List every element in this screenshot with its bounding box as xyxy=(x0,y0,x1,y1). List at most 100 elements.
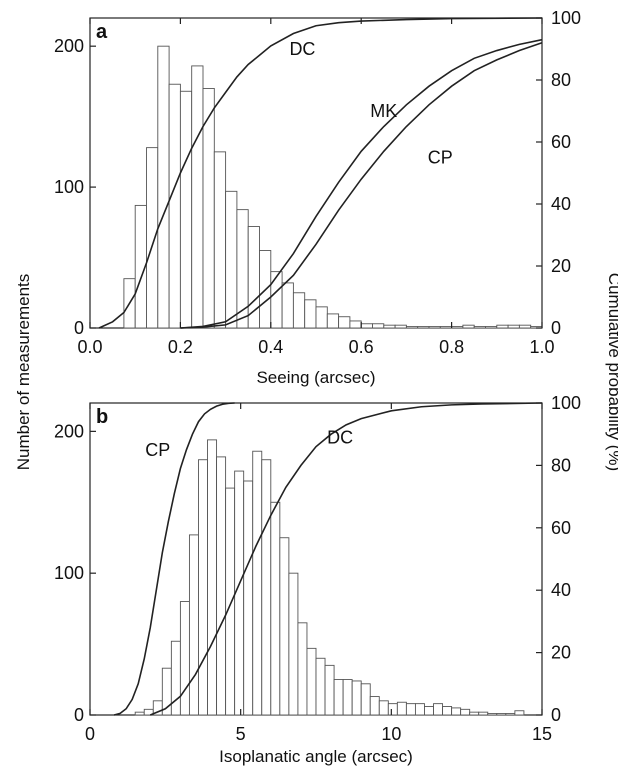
histogram-bar xyxy=(351,680,362,716)
x-tick-label: 0.8 xyxy=(439,337,464,357)
left-y-axis-label: Number of measurements xyxy=(14,274,33,471)
histogram-bar xyxy=(507,324,520,329)
histogram-bar xyxy=(270,271,283,329)
histogram-bar xyxy=(326,313,340,329)
histogram-bar xyxy=(134,711,145,716)
histogram-bar xyxy=(225,487,236,716)
curve-cp xyxy=(180,42,543,329)
right-y-axis-label: Cumulative probability (%) xyxy=(605,273,618,471)
histogram-bar xyxy=(191,65,204,329)
y-tick-label: 200 xyxy=(54,36,84,56)
histogram-bar xyxy=(360,683,371,716)
histogram-bar xyxy=(496,713,507,716)
histogram-bar xyxy=(170,640,181,716)
histogram-bar xyxy=(414,703,425,716)
histogram-bar xyxy=(297,622,308,716)
y-tick-label: 0 xyxy=(74,318,84,338)
y2-tick-label: 100 xyxy=(551,393,581,413)
x-tick-label: 1.0 xyxy=(529,337,554,357)
histogram-bar xyxy=(247,226,260,329)
histogram-bar xyxy=(179,90,193,329)
histogram-bars xyxy=(123,45,543,329)
histogram-bar xyxy=(383,324,396,329)
y2-tick-label: 0 xyxy=(551,705,561,725)
histogram-bar xyxy=(188,534,199,716)
histogram-bar xyxy=(485,326,498,329)
histogram-bar xyxy=(478,711,489,716)
histogram-bar xyxy=(157,45,170,329)
histogram-bar xyxy=(243,480,254,716)
y2-tick-label: 40 xyxy=(551,194,571,214)
histogram-bar xyxy=(439,326,453,329)
histogram-bar xyxy=(225,190,238,329)
histogram-bar xyxy=(270,501,281,716)
x-tick-label: 0.4 xyxy=(258,337,283,357)
histogram-bar xyxy=(207,439,218,716)
curve-dc xyxy=(98,17,543,329)
x-axis-label: Seeing (arcsec) xyxy=(256,368,375,387)
y-tick-label: 100 xyxy=(54,177,84,197)
histogram-bar xyxy=(360,323,373,329)
histogram-bar xyxy=(496,324,509,329)
curve-label: CP xyxy=(428,148,453,168)
histogram-bars xyxy=(134,439,525,716)
cumulative-curves xyxy=(98,17,543,329)
histogram-bar xyxy=(333,679,344,716)
curve-mk xyxy=(180,38,543,329)
histogram-bar xyxy=(281,282,294,329)
x-tick-label: 0.0 xyxy=(77,337,102,357)
histogram-bar xyxy=(394,324,407,329)
histogram-bar xyxy=(338,316,351,329)
histogram-bar xyxy=(505,713,516,716)
y2-tick-label: 40 xyxy=(551,580,571,600)
y-tick-label: 100 xyxy=(54,563,84,583)
histogram-bar xyxy=(462,324,475,329)
histogram-bar xyxy=(168,83,181,329)
histogram-bar xyxy=(304,299,317,329)
curve-labels: CP DC xyxy=(145,427,353,459)
y2-tick-label: 80 xyxy=(551,455,571,475)
histogram-bar xyxy=(487,713,498,716)
y2-tick-label: 60 xyxy=(551,132,571,152)
histogram-bar xyxy=(451,707,462,716)
x-tick-label: 0.6 xyxy=(349,337,374,357)
y2-tick-label: 20 xyxy=(551,256,571,276)
curve-labels: DC MK CP xyxy=(289,39,452,168)
histogram-bar xyxy=(198,459,208,716)
histogram-bar xyxy=(473,326,486,329)
histogram-bar xyxy=(451,326,464,329)
curve-label: DC xyxy=(327,427,353,447)
curve-label: DC xyxy=(289,39,315,59)
histogram-bar xyxy=(387,703,398,716)
histogram-bar xyxy=(324,664,335,716)
curve-dc xyxy=(149,402,543,716)
y2-tick-label: 80 xyxy=(551,70,571,90)
curve-cp xyxy=(113,402,235,716)
histogram-bar xyxy=(369,696,380,716)
histogram-bar xyxy=(315,306,328,329)
y2-tick-label: 0 xyxy=(551,318,561,338)
x-tick-label: 0.2 xyxy=(168,337,193,357)
x-tick-label: 5 xyxy=(236,724,246,744)
histogram-bar xyxy=(424,706,434,716)
histogram-bar xyxy=(179,601,190,716)
histogram-bar xyxy=(428,326,441,329)
histogram-bar xyxy=(433,703,444,716)
histogram-bar xyxy=(460,708,471,716)
x-tick-label: 0 xyxy=(85,724,95,744)
histogram-bar xyxy=(514,710,525,716)
y-tick-label: 0 xyxy=(74,705,84,725)
y2-tick-label: 20 xyxy=(551,643,571,663)
histogram-bar xyxy=(518,324,532,329)
curve-label: CP xyxy=(145,440,170,460)
histogram-bar xyxy=(216,456,227,716)
y-tick-label: 200 xyxy=(54,421,84,441)
histogram-bar xyxy=(396,701,407,716)
histogram-bar xyxy=(213,151,227,329)
cumulative-curves xyxy=(113,402,543,716)
